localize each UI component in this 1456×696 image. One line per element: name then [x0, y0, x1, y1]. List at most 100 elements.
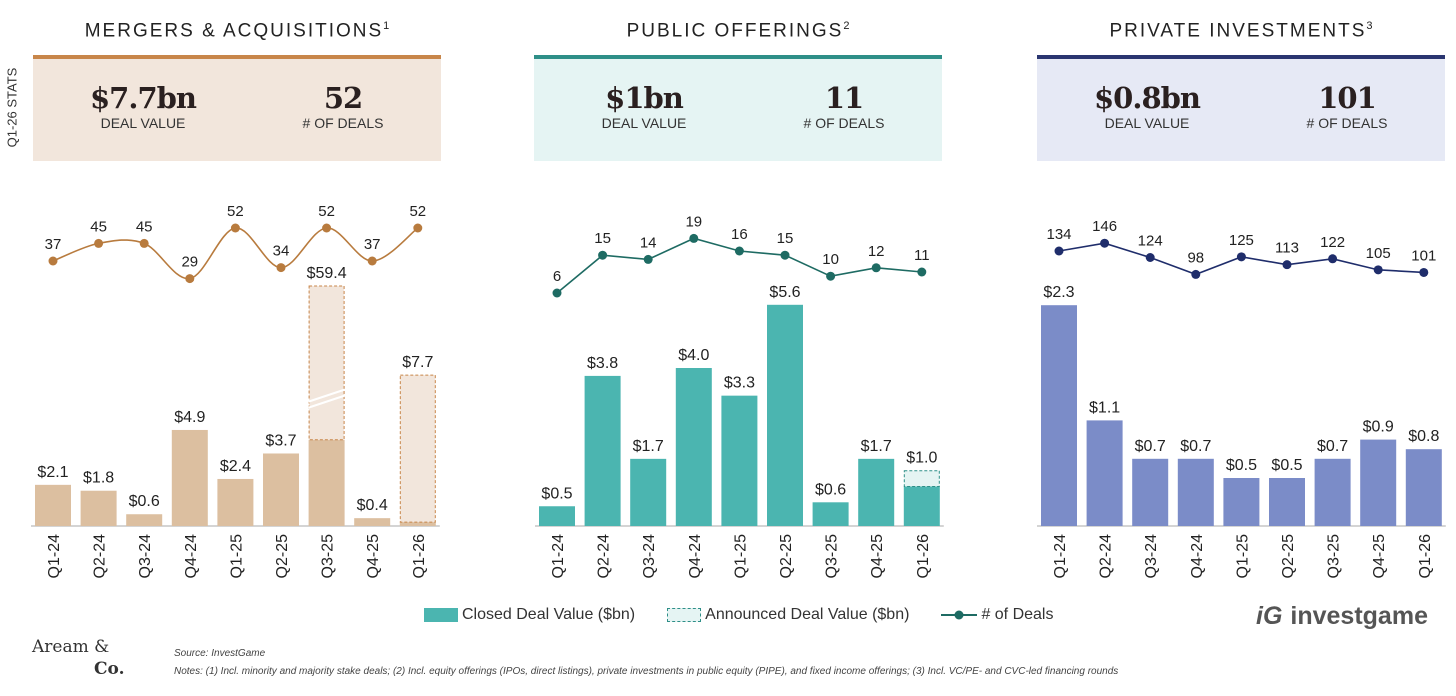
po-deal-value: $1bn: [605, 81, 684, 115]
po-bar-label: $1.7: [861, 438, 892, 455]
po-closed-bar: [858, 458, 895, 526]
po-bar-label: $5.6: [769, 284, 800, 301]
pi-deal-count: 101: [1318, 81, 1377, 115]
investgame-logo: iG investgame: [1256, 602, 1428, 630]
pi-closed-bar: [1405, 449, 1442, 526]
po-deals-label: 6: [553, 268, 561, 285]
pi-deals-label: 124: [1138, 233, 1163, 250]
ma-deals-label: 37: [364, 236, 381, 253]
po-closed-bar: [721, 395, 758, 526]
po-x-tick: Q2-24: [596, 534, 613, 579]
ma-closed-bar: [35, 484, 71, 526]
po-x-tick: Q2-25: [778, 534, 795, 579]
ma-bar-label: $1.8: [83, 470, 114, 487]
po-closed-bar: [767, 304, 803, 526]
ma-deals-point: [139, 238, 149, 248]
po-x-tick: Q3-24: [641, 534, 658, 579]
po-deals-point: [917, 267, 927, 277]
pi-closed-bar: [1223, 478, 1260, 526]
pi-bar-label: $1.1: [1089, 399, 1120, 416]
ma-bar-label: $2.4: [220, 458, 251, 475]
ma-deals-point: [322, 223, 332, 233]
pi-x-tick: Q1-24: [1052, 534, 1069, 579]
ma-closed-bar: [308, 439, 345, 526]
po-bar-label: $1.7: [633, 438, 664, 455]
ma-x-tick: Q1-25: [228, 534, 245, 579]
ma-deals-point: [230, 223, 240, 233]
deals-label: # OF DEALS: [302, 115, 384, 131]
pi-x-tick: Q4-25: [1371, 534, 1388, 579]
legend-deals: # of Deals: [941, 606, 1053, 624]
notes-text: Notes: (1) Incl. minority and majority s…: [174, 666, 1119, 677]
pi-title: PRIVATE INVESTMENTS3: [1109, 20, 1373, 42]
pi-deals-point: [1054, 246, 1064, 256]
deals-label: # OF DEALS: [1306, 115, 1388, 131]
ma-deals-label: 52: [227, 203, 244, 220]
closed-swatch: [424, 608, 458, 622]
po-title: PUBLIC OFFERINGS2: [626, 20, 850, 42]
ma-deals-point: [276, 263, 286, 273]
ma-x-tick: Q2-25: [274, 534, 291, 579]
po-deals-label: 11: [914, 247, 930, 264]
po-deals-label: 15: [594, 230, 611, 247]
ma-deals-point: [413, 223, 423, 233]
po-closed-bar: [539, 506, 575, 526]
po-deals-point: [643, 254, 653, 264]
po-x-tick: Q3-25: [824, 534, 841, 579]
po-x-tick: Q1-25: [732, 534, 749, 579]
po-deals-point: [780, 250, 790, 260]
ma-deals-point: [185, 274, 195, 284]
deal-value-label: DEAL VALUE: [1104, 115, 1190, 131]
pi-deals-point: [1236, 252, 1246, 262]
po-deals-label: 14: [640, 234, 657, 251]
po-deals-label: 16: [731, 226, 748, 243]
ma-x-tick: Q1-24: [46, 534, 63, 579]
po-deals-label: 19: [685, 213, 702, 230]
ma-closed-bar: [263, 453, 299, 526]
pi-deals-label: 125: [1229, 232, 1254, 249]
pi-bar-label: $2.3: [1043, 284, 1074, 301]
pi-deals-label: 134: [1046, 226, 1071, 243]
ma-bar-label: $4.9: [174, 409, 205, 426]
po-x-tick: Q4-25: [869, 534, 886, 579]
po-stats-box: $1bn DEAL VALUE 11 # OF DEALS: [534, 55, 942, 161]
po-bar-label: $0.5: [541, 485, 572, 502]
ma-closed-bar: [354, 518, 391, 526]
pi-closed-bar: [1269, 478, 1305, 526]
ma-bar-label: $0.4: [357, 497, 388, 514]
pi-stats-box: $0.8bn DEAL VALUE 101 # OF DEALS: [1037, 55, 1445, 161]
axis-break: [308, 388, 345, 403]
pi-deal-value: $0.8bn: [1094, 81, 1201, 115]
pi-x-tick: Q3-25: [1326, 534, 1343, 579]
pi-deals-label: 113: [1275, 240, 1299, 257]
po-x-tick: Q1-26: [915, 534, 932, 579]
ma-closed-bar: [217, 478, 254, 526]
po-closed-bar: [903, 486, 940, 526]
legend-announced-label: Announced Deal Value ($bn): [705, 606, 910, 623]
ma-deals-point: [94, 238, 104, 248]
ma-closed-bar: [399, 522, 436, 526]
po-x-tick: Q1-24: [550, 534, 567, 579]
pi-bar-label: $0.9: [1363, 419, 1394, 436]
po-deal-count: 11: [824, 81, 864, 115]
po-deals-point: [552, 288, 562, 298]
footnotes: Source: InvestGame Notes: (1) Incl. minor…: [174, 645, 1118, 681]
pi-deals-point: [1419, 267, 1429, 277]
ma-bar-label: $3.7: [265, 432, 296, 449]
pi-deals-point: [1282, 260, 1292, 270]
pi-closed-bar: [1177, 458, 1214, 526]
po-deals-point: [734, 246, 744, 256]
ma-announced-bar: [308, 285, 345, 441]
pi-x-tick: Q1-26: [1417, 534, 1434, 579]
ma-deals-point: [48, 256, 58, 266]
po-deals-label: 10: [822, 251, 839, 268]
pi-deals-point: [1373, 265, 1383, 275]
ma-deals-label: 52: [318, 203, 335, 220]
announced-swatch: [667, 608, 702, 622]
aream-logo: Aream & Co.: [32, 637, 125, 679]
ma-bar-label: $59.4: [307, 265, 347, 282]
ma-x-tick: Q2-24: [92, 534, 109, 579]
ma-deals-label: 52: [409, 203, 426, 220]
legend-announced: Announced Deal Value ($bn): [667, 606, 909, 624]
